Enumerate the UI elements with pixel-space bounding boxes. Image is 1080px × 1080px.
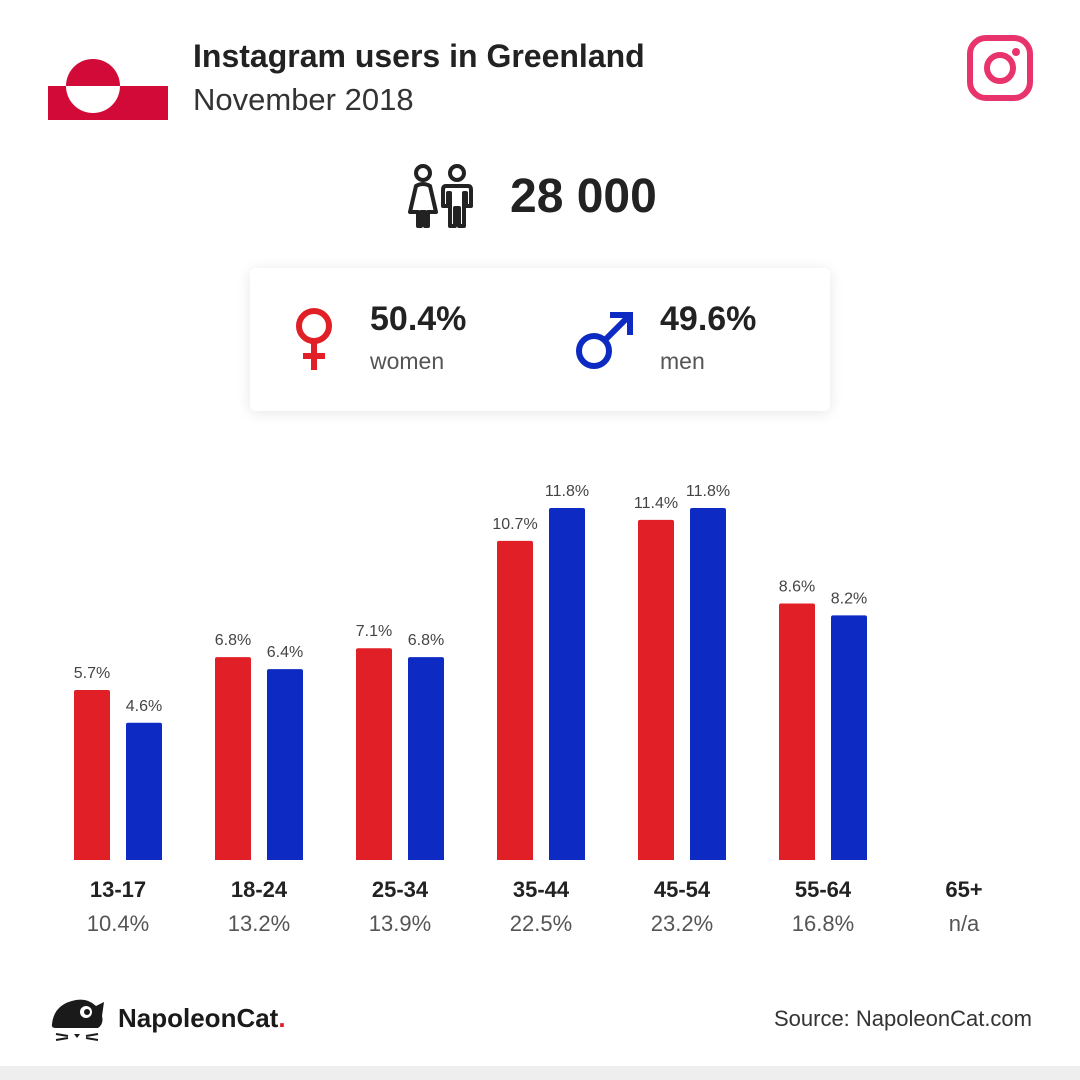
data-label-men-18-24: 6.4% [267, 644, 303, 661]
age-group-label: 55-64 [794, 877, 852, 902]
brand-name: NapoleonCat [118, 1003, 279, 1033]
napoleoncat-brand: NapoleonCat. [118, 1003, 286, 1034]
greenland-flag-icon [48, 52, 168, 120]
total-users-value: 28 000 [510, 169, 657, 223]
data-label-women-55-64: 8.6% [779, 578, 815, 595]
bar-women-13-17 [74, 689, 110, 860]
bottom-strip [0, 1066, 1080, 1080]
data-label-women-13-17: 5.7% [74, 665, 110, 682]
age-group-total: 13.2% [227, 911, 291, 936]
bar-men-35-44 [549, 508, 585, 860]
bar-men-45-54 [690, 508, 726, 860]
bar-women-18-24 [215, 657, 251, 860]
age-group-label: 35-44 [512, 877, 570, 902]
gender-card: 50.4% women 49.6% men [250, 268, 830, 411]
napoleoncat-logo-icon [51, 999, 104, 1041]
data-label-women-35-44: 10.7% [492, 516, 537, 533]
age-group-label: 18-24 [230, 877, 288, 902]
data-label-men-45-54: 11.8% [686, 483, 730, 500]
data-label-women-45-54: 11.4% [634, 495, 678, 512]
age-group-total: 13.9% [368, 911, 432, 936]
women-percentage: 50.4% [370, 300, 467, 338]
age-group-label: 65+ [945, 877, 983, 902]
data-label-men-13-17: 4.6% [126, 698, 162, 715]
age-group-total: 23.2% [650, 911, 714, 936]
bar-women-55-64 [779, 603, 815, 860]
instagram-icon [967, 35, 1033, 101]
age-gender-bar-chart: 5.7% 4.6% 6.8% 6.4% 7.1% 6.8% 10.7% 11.8% 11.4% 1… [74, 483, 867, 860]
men-label: men [660, 348, 705, 374]
age-group-label: 45-54 [653, 877, 711, 902]
page-title: Instagram users in Greenland [193, 38, 645, 74]
women-label: women [370, 348, 445, 374]
people-icon [408, 164, 473, 228]
male-symbol-icon [576, 312, 633, 369]
bar-women-35-44 [497, 540, 533, 860]
age-group-total: n/a [948, 911, 980, 936]
page-subtitle: November 2018 [193, 82, 414, 117]
brand-dot: . [278, 1003, 286, 1033]
data-label-men-25-34: 6.8% [408, 632, 444, 649]
age-group-total: 22.5% [509, 911, 573, 936]
bar-men-18-24 [267, 669, 303, 860]
total-users: 28 000 [404, 160, 657, 232]
age-group-label: 25-34 [371, 877, 429, 902]
age-group-total: 10.4% [86, 911, 150, 936]
men-percentage: 49.6% [660, 300, 757, 338]
age-group-label: 13-17 [89, 877, 147, 902]
data-label-men-55-64: 8.2% [831, 590, 867, 607]
source-text: Source: NapoleonCat.com [773, 1006, 1032, 1031]
data-label-women-18-24: 6.8% [215, 632, 251, 649]
age-group-total: 16.8% [791, 911, 855, 936]
bar-men-25-34 [408, 657, 444, 860]
bar-men-55-64 [831, 615, 867, 860]
bar-women-45-54 [638, 519, 674, 860]
bar-women-25-34 [356, 648, 392, 860]
bar-men-13-17 [126, 722, 162, 860]
data-label-men-35-44: 11.8% [545, 483, 589, 500]
data-label-women-25-34: 7.1% [356, 623, 392, 640]
female-symbol-icon [296, 308, 332, 370]
